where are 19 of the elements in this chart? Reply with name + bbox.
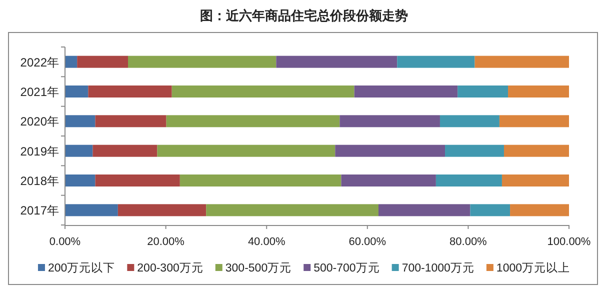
x-tick-label: 0.00% bbox=[49, 236, 81, 248]
x-tick-label: 60.00% bbox=[348, 236, 386, 248]
chart-title: 图：近六年商品住宅总价段份额走势 bbox=[200, 8, 408, 23]
x-tick-label: 100.00% bbox=[547, 236, 591, 248]
x-tick-label: 40.00% bbox=[248, 236, 286, 248]
y-tick-label: 2018年 bbox=[20, 174, 59, 188]
y-tick-label: 2022年 bbox=[20, 55, 59, 70]
y-tick-label: 2017年 bbox=[20, 204, 59, 218]
y-tick-label: 2020年 bbox=[20, 114, 59, 129]
y-tick-label: 2021年 bbox=[20, 85, 59, 99]
x-tick-label: 20.00% bbox=[147, 236, 185, 248]
legend-label: 200-300万元 bbox=[137, 262, 204, 274]
legend-label: 200万元以下 bbox=[48, 262, 116, 274]
legend-label: 700-1000万元 bbox=[402, 262, 474, 274]
y-tick-label: 2019年 bbox=[20, 144, 59, 158]
legend-label: 500-700万元 bbox=[314, 262, 380, 274]
x-tick-label: 80.00% bbox=[450, 236, 488, 248]
legend-label: 300-500万元 bbox=[225, 262, 292, 274]
legend-label: 1000万元以上 bbox=[496, 262, 570, 274]
